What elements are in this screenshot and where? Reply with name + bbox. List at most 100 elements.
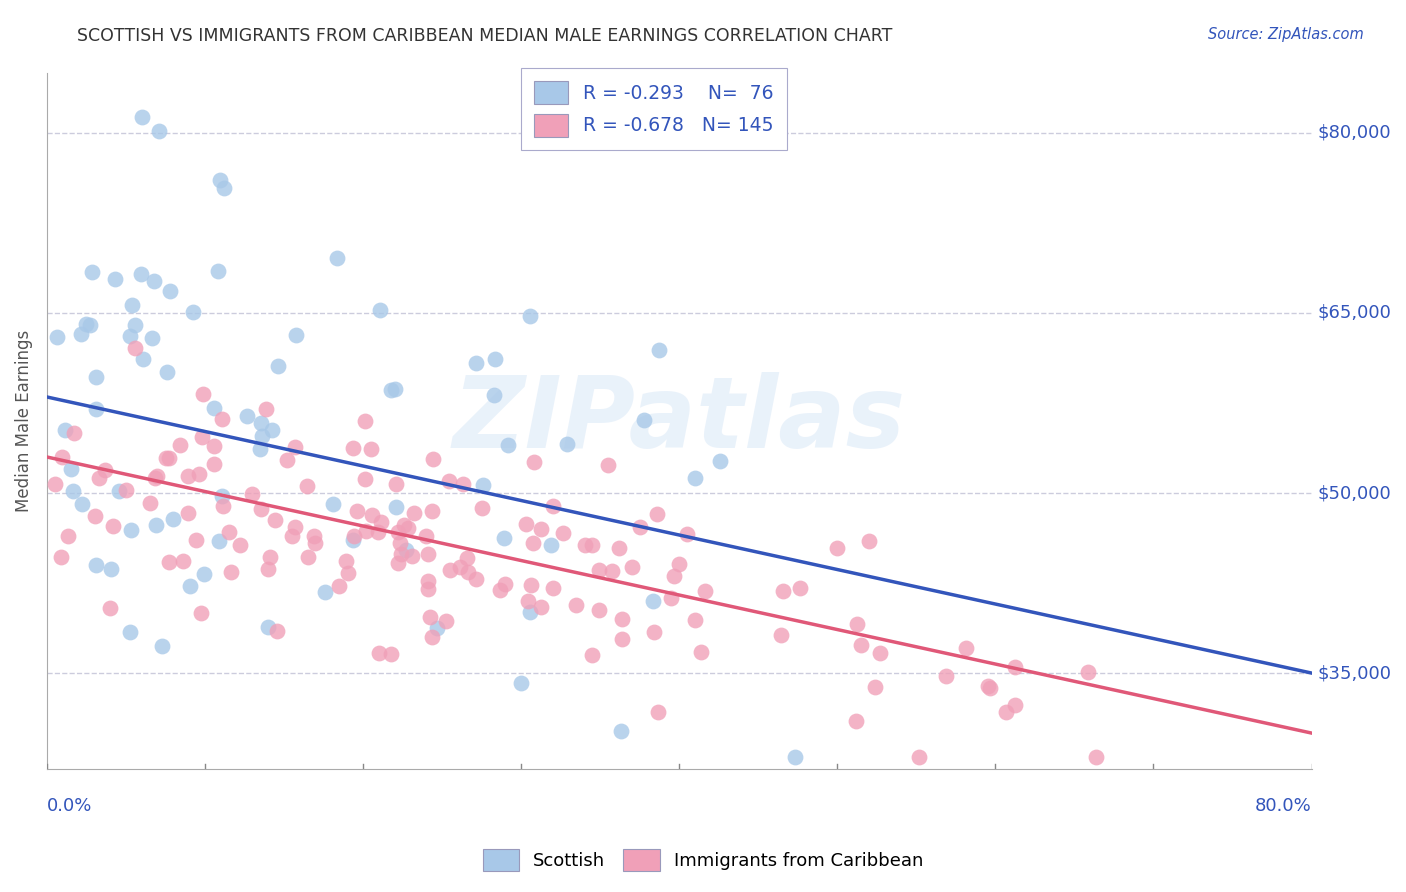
Point [297,550,319,565]
Text: $65,000: $65,000 [1317,304,1392,322]
Point [304,536,326,550]
Point [276,453,298,467]
Point [146,468,169,483]
Point [51,450,73,465]
Point [825,541,848,556]
Point [207,263,229,277]
Point [564,598,586,612]
Point [471,501,494,516]
Point [368,303,391,318]
Point [108,483,131,498]
Point [55,423,77,437]
Point [449,559,471,574]
Point [98,600,121,615]
Point [141,330,163,344]
Point [621,559,644,574]
Point [683,613,706,627]
Point [343,528,366,542]
Point [581,648,603,663]
Point [120,523,142,537]
Point [846,616,869,631]
Point [612,612,634,626]
Point [250,429,273,443]
Point [418,574,440,588]
Point [94,463,117,477]
Point [494,577,516,591]
Point [211,412,233,426]
Point [492,531,515,545]
Point [422,452,444,467]
Point [496,438,519,452]
Point [643,625,665,640]
Point [523,455,546,469]
Point [202,401,225,416]
Point [529,599,551,614]
Point [212,500,235,514]
Point [858,533,880,548]
Point [209,173,232,187]
Point [62,425,84,440]
Point [70,497,93,511]
Point [581,539,603,553]
Point [45,330,67,344]
Point [322,497,344,511]
Point [482,388,505,402]
Point [249,442,271,456]
Point [157,555,180,569]
Point [354,414,377,428]
Point [259,550,281,565]
Text: 80.0%: 80.0% [1254,797,1312,815]
Point [155,451,177,466]
Point [380,647,402,661]
Point [131,111,153,125]
Point [264,513,287,527]
Point [396,521,419,535]
Point [129,267,152,281]
Point [218,525,240,540]
Point [181,304,204,318]
Point [335,554,357,568]
Point [148,124,170,138]
Point [641,594,664,608]
Point [520,577,543,591]
Point [541,499,564,513]
Point [979,681,1001,695]
Point [676,526,699,541]
Point [647,507,669,521]
Point [551,525,574,540]
Point [453,477,475,491]
Point [588,563,610,577]
Point [184,533,207,548]
Point [1077,665,1099,680]
Point [540,538,562,552]
Point [510,676,533,690]
Point [387,556,409,570]
Point [385,500,408,515]
Point [416,582,439,596]
Point [177,469,200,483]
Point [84,370,107,384]
Point [380,384,402,398]
Point [907,750,929,764]
Point [420,630,443,644]
Point [543,581,565,595]
Point [368,646,391,660]
Point [342,533,364,548]
Point [191,387,214,401]
Text: $35,000: $35,000 [1317,664,1392,682]
Point [212,181,235,195]
Point [266,624,288,638]
Point [145,518,167,533]
Point [607,541,630,556]
Point [44,477,66,491]
Point [519,605,541,619]
Point [354,524,377,538]
Point [314,584,336,599]
Point [84,401,107,416]
Point [124,318,146,332]
Point [1004,660,1026,674]
Point [120,625,142,640]
Point [114,483,136,498]
Point [157,451,180,466]
Point [530,522,553,536]
